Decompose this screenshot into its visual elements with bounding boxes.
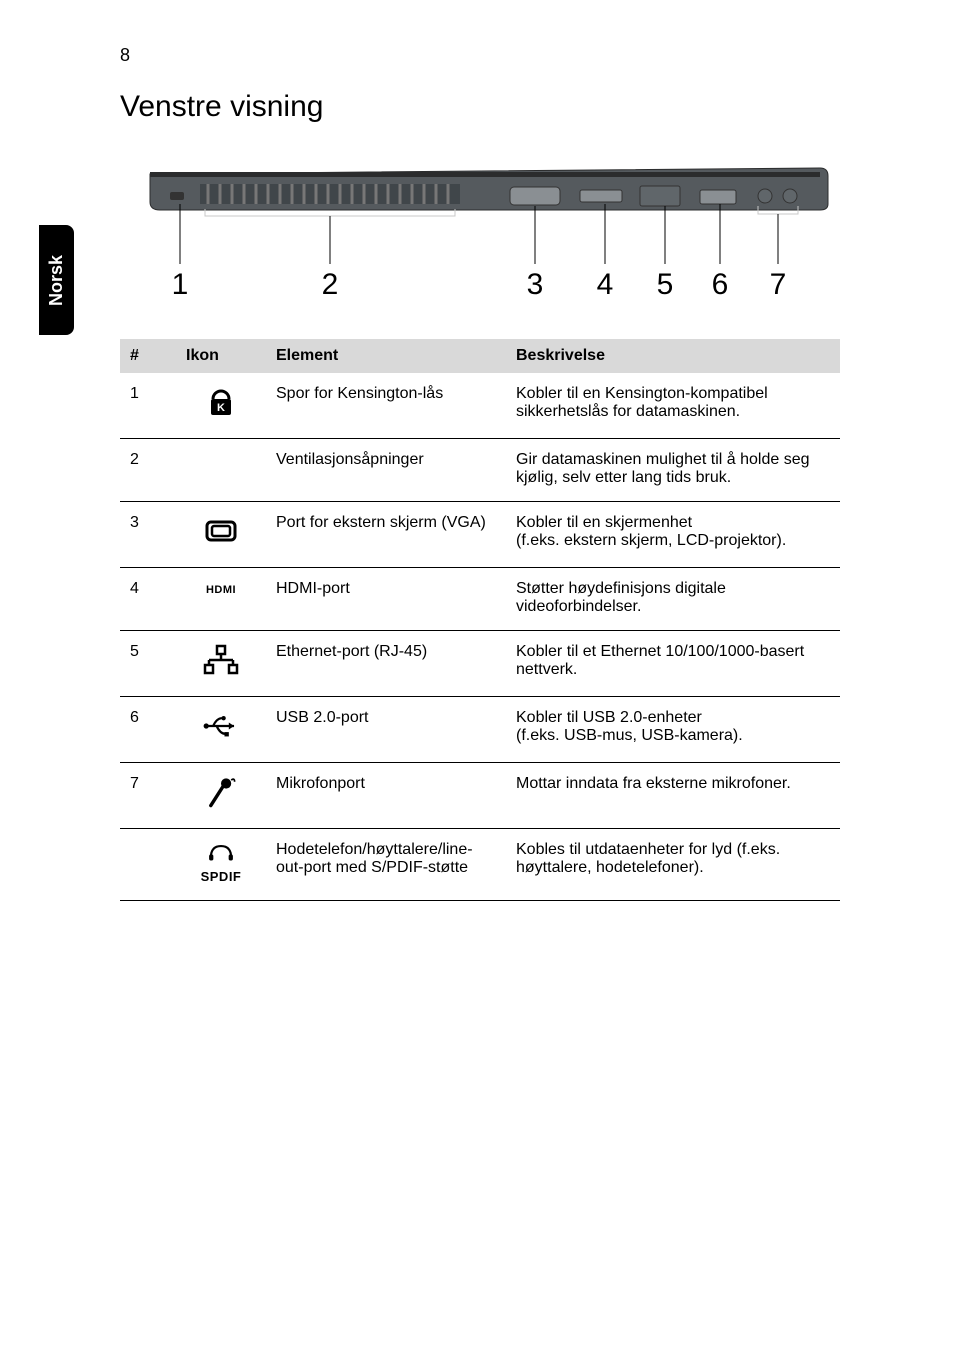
- cell-element: Spor for Kensington-lås: [266, 373, 506, 439]
- port-hdmi: [580, 190, 622, 202]
- ethernet-network-icon: [201, 643, 241, 677]
- callout-4: 4: [597, 268, 614, 301]
- cell-desc: Mottar inndata fra eksterne mikrofoner.: [506, 763, 840, 829]
- vent-grill: [200, 184, 460, 204]
- callout-2: 2: [322, 268, 339, 301]
- laptop-left-view-diagram: 1 2 3 4 5 6 7: [120, 154, 840, 304]
- th-desc: Beskrivelse: [506, 339, 840, 373]
- cell-num: 7: [120, 763, 176, 829]
- th-element: Element: [266, 339, 506, 373]
- cell-element: Hodetelefon/høyttalere/line-out-port med…: [266, 829, 506, 901]
- cell-icon: [176, 439, 266, 502]
- th-number: #: [120, 339, 176, 373]
- cell-element: Ethernet-port (RJ-45): [266, 631, 506, 697]
- cell-icon: [176, 631, 266, 697]
- th-icon: Ikon: [176, 339, 266, 373]
- cell-element: HDMI-port: [266, 568, 506, 631]
- table-row: 4 HDMI HDMI-port Støtter høydefinisjons …: [120, 568, 840, 631]
- cell-desc: Gir datamaskinen mulighet til å holde se…: [506, 439, 840, 502]
- cell-desc: Støtter høydefinisjons digitale videofor…: [506, 568, 840, 631]
- table-row: SPDIF Hodetelefon/høyttalere/line-out-po…: [120, 829, 840, 901]
- laptop-lid-line: [150, 172, 820, 177]
- cell-icon: HDMI: [176, 568, 266, 631]
- spdif-label: SPDIF: [201, 869, 242, 884]
- cell-element: USB 2.0-port: [266, 697, 506, 763]
- cell-icon: SPDIF: [176, 829, 266, 901]
- svg-text:K: K: [217, 402, 225, 414]
- port-headphone: [783, 189, 797, 203]
- cell-element: Port for ekstern skjerm (VGA): [266, 502, 506, 568]
- table-header-row: # Ikon Element Beskrivelse: [120, 339, 840, 373]
- page-number: 8: [120, 45, 130, 66]
- cell-num: 6: [120, 697, 176, 763]
- microphone-icon: [201, 775, 241, 809]
- cell-num: 3: [120, 502, 176, 568]
- table-row: 1 K Spor for Kensington-lås Kobler til e…: [120, 373, 840, 439]
- port-ethernet: [640, 186, 680, 206]
- cell-icon: K: [176, 373, 266, 439]
- port-mic: [758, 189, 772, 203]
- table-row: 2 Ventilasjonsåpninger Gir datamaskinen …: [120, 439, 840, 502]
- cell-num: 5: [120, 631, 176, 697]
- cell-element: Ventilasjonsåpninger: [266, 439, 506, 502]
- cell-num: [120, 829, 176, 901]
- callout-6: 6: [712, 268, 729, 301]
- kensington-lock-icon: K: [201, 385, 241, 419]
- language-tab: Norsk: [39, 225, 74, 335]
- cell-num: 2: [120, 439, 176, 502]
- page-root: 8 Norsk Venstre visning: [0, 0, 954, 1369]
- callout-3: 3: [527, 268, 544, 301]
- cell-num: 1: [120, 373, 176, 439]
- vga-monitor-icon: [201, 514, 241, 548]
- cell-desc: Kobler til USB 2.0-enheter(f.eks. USB-mu…: [506, 697, 840, 763]
- cell-desc: Kobles til utdataenheter for lyd (f.eks.…: [506, 829, 840, 901]
- cell-icon: [176, 763, 266, 829]
- cell-desc: Kobler til en Kensington-kompatibel sikk…: [506, 373, 840, 439]
- cell-desc: Kobler til en skjermenhet(f.eks. ekstern…: [506, 502, 840, 568]
- table-row: 6 USB 2.0-port Kobler til USB 2.0-enhete…: [120, 697, 840, 763]
- headphones-icon: [204, 841, 238, 863]
- port-usb: [700, 190, 736, 204]
- page-title: Venstre visning: [120, 90, 874, 124]
- cell-num: 4: [120, 568, 176, 631]
- callout-number-group: 1 2 3 4 5 6 7: [172, 268, 787, 301]
- port-kensington: [170, 192, 184, 200]
- table-row: 7 Mikrofonport Mottar inndata fra ekster…: [120, 763, 840, 829]
- port-vga: [510, 187, 560, 205]
- table-row: 3 Port for ekstern skjerm (VGA) Kobler t…: [120, 502, 840, 568]
- cell-desc: Kobler til et Ethernet 10/100/1000-baser…: [506, 631, 840, 697]
- usb-icon: [201, 709, 241, 743]
- callout-lines: [180, 204, 798, 264]
- callout-7: 7: [770, 268, 787, 301]
- hdmi-icon: HDMI: [206, 584, 236, 596]
- ports-table: # Ikon Element Beskrivelse 1 K Spor for …: [120, 339, 840, 901]
- cell-icon: [176, 697, 266, 763]
- callout-1: 1: [172, 268, 189, 301]
- callout-5: 5: [657, 268, 674, 301]
- table-row: 5 Ethernet-port (RJ-45) Kobler til et Et…: [120, 631, 840, 697]
- cell-element: Mikrofonport: [266, 763, 506, 829]
- cell-icon: [176, 502, 266, 568]
